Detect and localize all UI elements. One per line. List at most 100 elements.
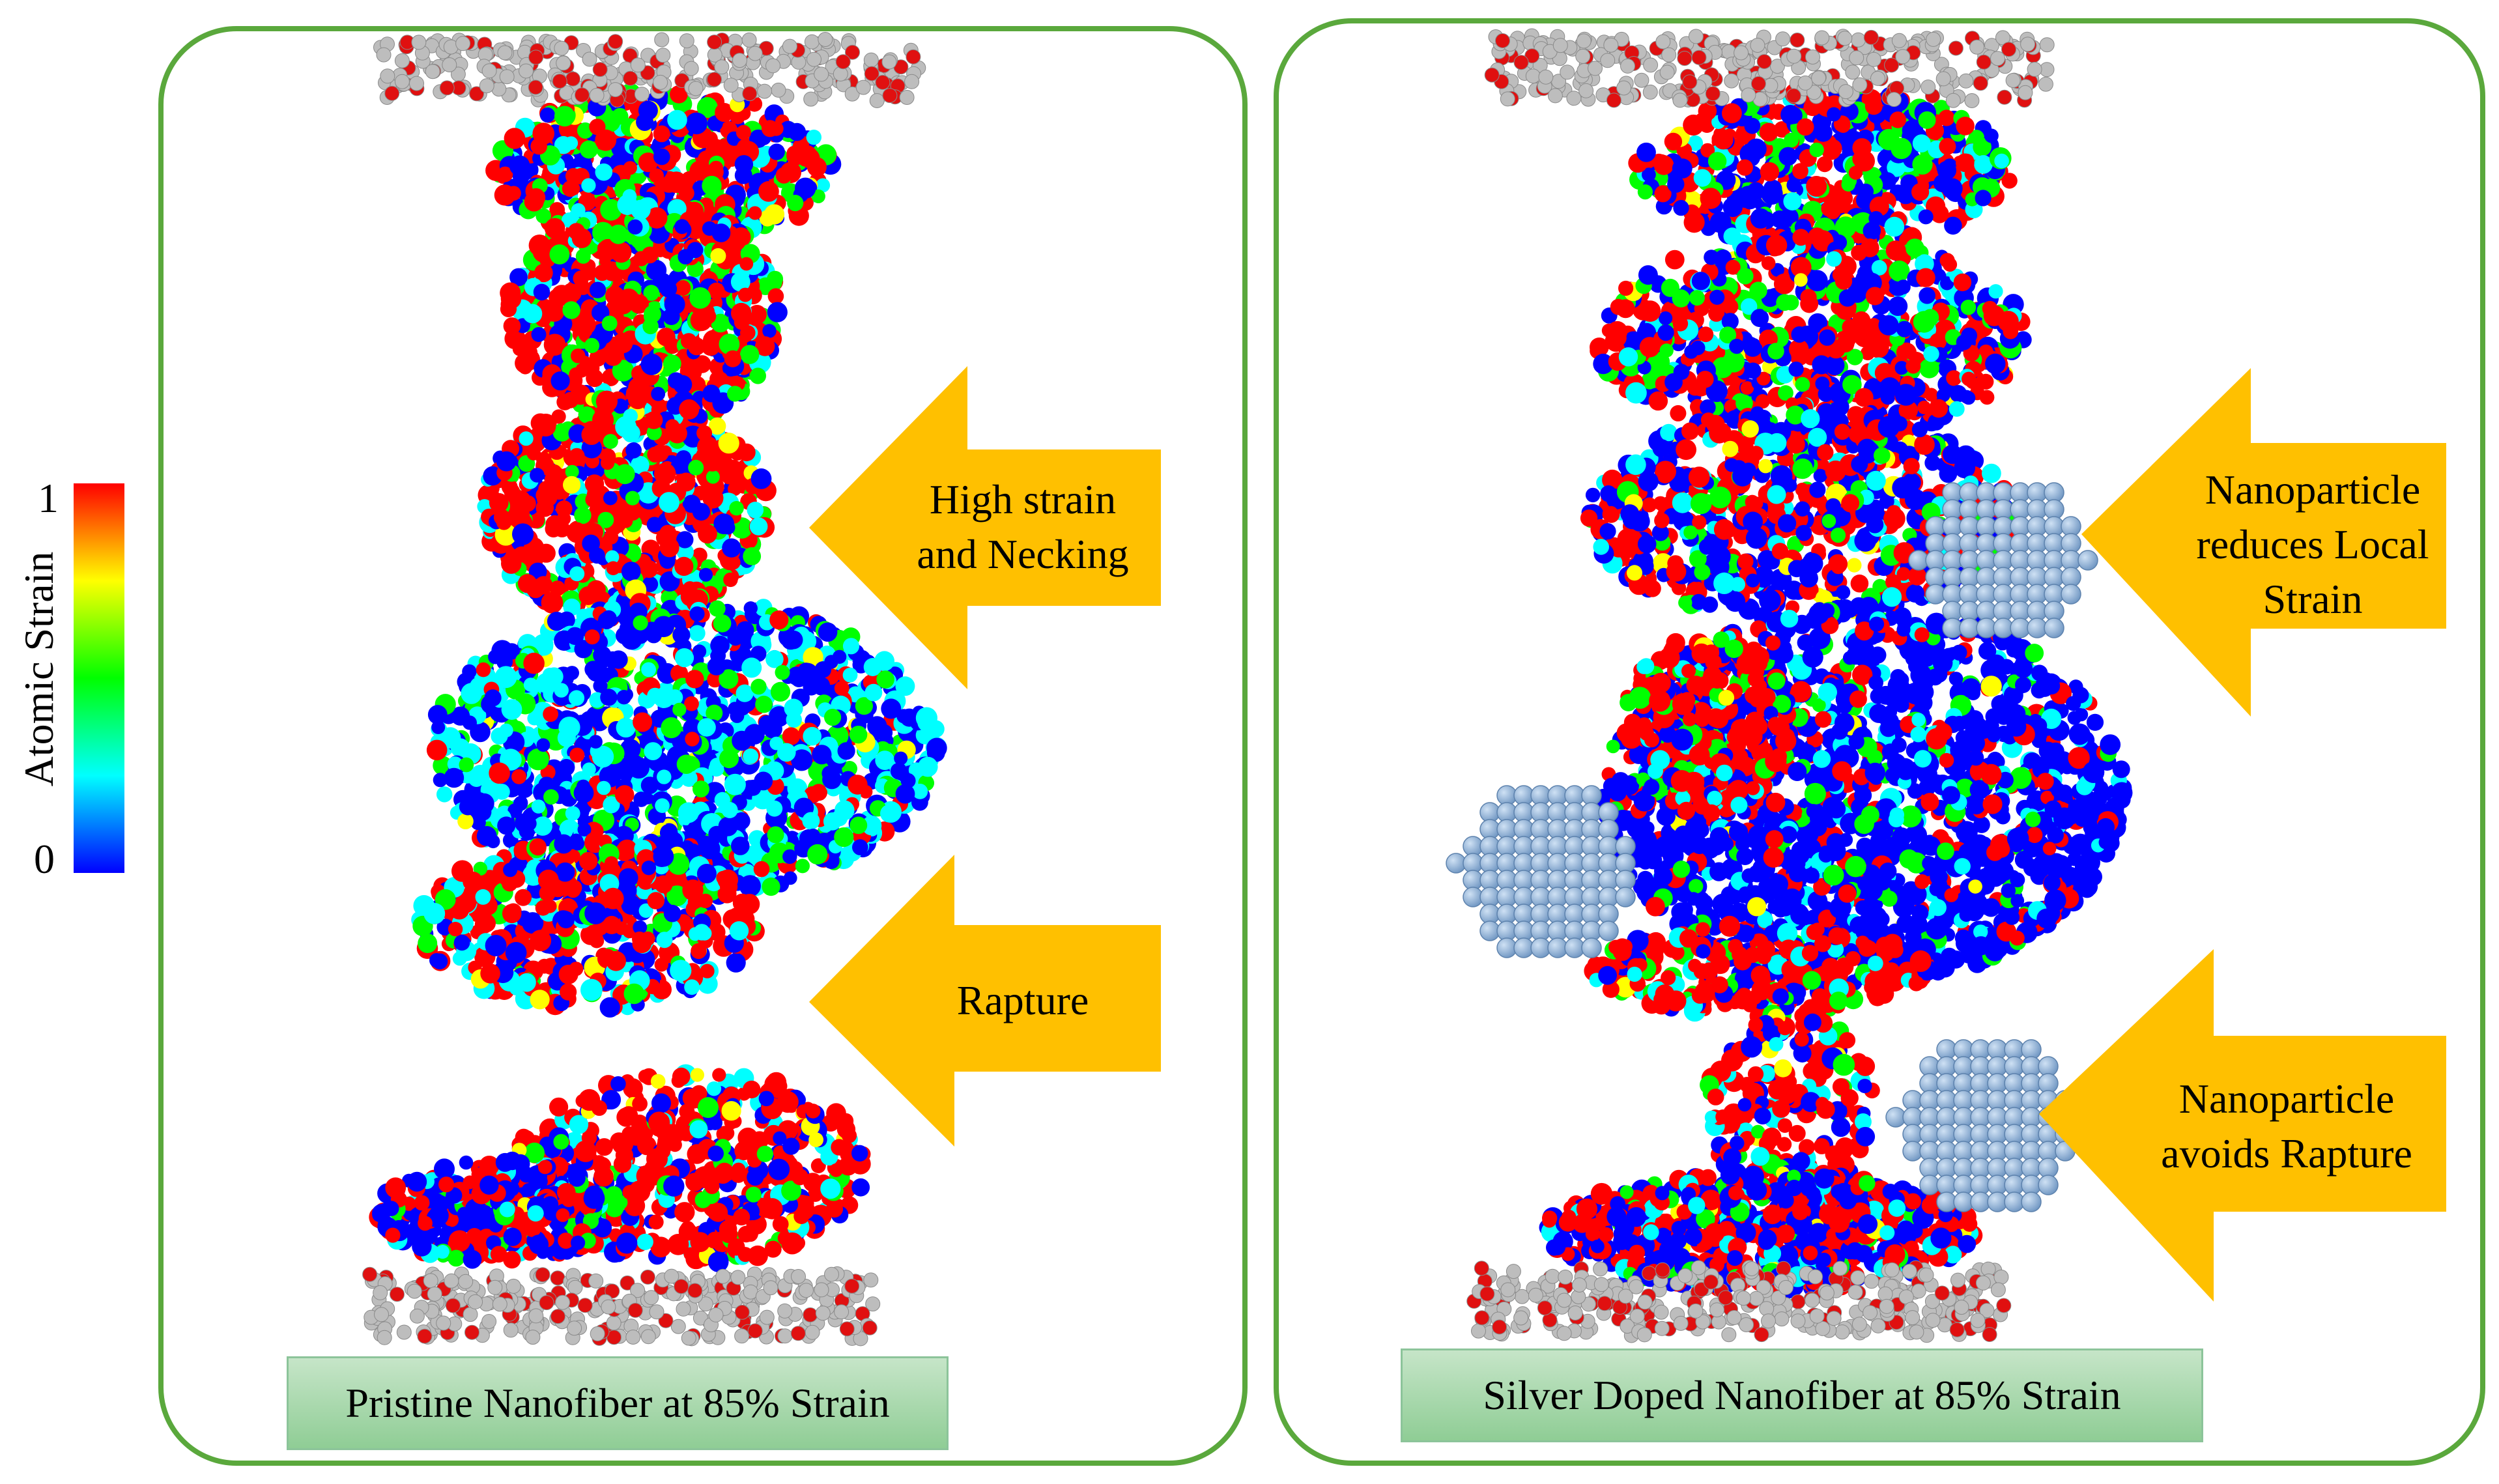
atom <box>579 851 598 871</box>
atom <box>630 1122 648 1139</box>
atom <box>523 678 538 692</box>
atom <box>611 107 629 125</box>
atom <box>461 683 482 704</box>
atom <box>550 371 570 391</box>
atom <box>618 868 638 888</box>
atom <box>835 800 855 821</box>
atom <box>474 793 494 814</box>
atom <box>543 301 565 322</box>
atom <box>792 1168 808 1186</box>
atom <box>499 723 513 737</box>
atom <box>1891 137 1912 160</box>
atom <box>726 555 741 570</box>
atom <box>738 287 752 302</box>
atom <box>549 244 570 264</box>
atom <box>621 754 642 776</box>
atom <box>739 894 760 915</box>
atom <box>721 1101 741 1121</box>
atom <box>758 181 779 202</box>
atom <box>606 561 621 575</box>
atom <box>1713 129 1734 150</box>
atom <box>543 706 558 722</box>
atom <box>512 523 534 545</box>
atom <box>533 283 550 301</box>
atom <box>767 288 784 305</box>
atom <box>732 730 752 751</box>
atom <box>690 1068 704 1082</box>
atom <box>750 678 767 695</box>
atom <box>526 188 546 207</box>
atom <box>434 1158 455 1180</box>
atom <box>466 1228 483 1245</box>
atom <box>656 932 673 949</box>
atom <box>417 1229 432 1244</box>
atom <box>754 771 773 791</box>
atom <box>1760 162 1780 182</box>
atom <box>685 112 707 135</box>
atom <box>479 1175 499 1195</box>
atom <box>782 849 797 864</box>
atom <box>582 762 596 777</box>
atom <box>688 459 704 476</box>
atom <box>549 1097 569 1117</box>
atom <box>1938 109 1955 126</box>
atom <box>739 257 754 271</box>
atom <box>583 1188 605 1209</box>
atom <box>560 983 577 1001</box>
atom <box>697 926 712 941</box>
atom <box>431 953 448 970</box>
atom <box>522 304 543 324</box>
atom <box>444 767 464 788</box>
atom <box>565 167 582 184</box>
atom <box>435 1245 450 1259</box>
atom <box>569 747 585 763</box>
atom <box>730 1167 747 1183</box>
atom <box>545 667 564 686</box>
atom <box>687 894 702 909</box>
atom <box>475 889 491 905</box>
atom <box>667 109 687 130</box>
atom <box>796 663 819 685</box>
atom <box>601 315 618 332</box>
atom <box>802 812 820 830</box>
atom <box>478 913 494 929</box>
atom <box>385 1227 401 1243</box>
atom <box>713 1164 733 1184</box>
atom <box>1827 107 1841 122</box>
atom <box>614 785 635 805</box>
atom <box>476 826 497 846</box>
atom <box>745 1186 762 1203</box>
atom <box>719 749 739 769</box>
atom <box>539 107 556 123</box>
atom <box>772 1216 789 1233</box>
atom <box>1939 137 1956 155</box>
atom <box>743 748 759 764</box>
atom <box>615 416 636 438</box>
atom <box>1700 188 1722 209</box>
atom <box>657 328 676 347</box>
atom <box>535 900 551 916</box>
atom <box>1806 176 1827 197</box>
atom <box>569 962 584 977</box>
atom <box>1664 250 1685 270</box>
atom <box>767 302 788 322</box>
atom <box>541 592 564 614</box>
atom <box>756 1145 773 1162</box>
atom <box>764 1240 782 1258</box>
atom <box>1670 405 1687 421</box>
atom <box>1796 118 1814 136</box>
atom <box>625 442 642 459</box>
atom <box>573 270 589 287</box>
atom <box>735 124 751 140</box>
atom <box>623 983 645 1005</box>
atom <box>462 664 477 679</box>
atom <box>644 305 661 323</box>
atom <box>578 1089 601 1111</box>
atom <box>385 1177 407 1199</box>
atom <box>575 314 596 335</box>
atom <box>743 601 758 616</box>
atom <box>890 762 907 780</box>
atom <box>726 952 746 973</box>
atom <box>679 1104 695 1120</box>
